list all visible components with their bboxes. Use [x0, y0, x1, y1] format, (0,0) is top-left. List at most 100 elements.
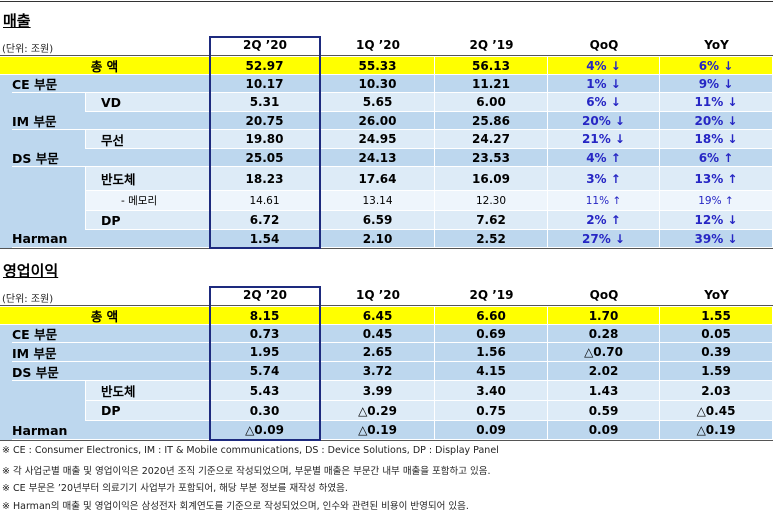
row-label: VD — [85, 93, 209, 112]
column-header: 2Q ’19 — [469, 38, 514, 52]
cell: 3% ↑ — [548, 167, 660, 191]
cell: △0.70 — [548, 343, 660, 362]
row-label: 총 액 — [0, 307, 209, 325]
cell: 24.27 — [435, 130, 548, 149]
highlight-box — [209, 36, 321, 249]
cell: 1.56 — [435, 343, 548, 362]
cell: 0.45 — [321, 325, 435, 343]
cell: △0.45 — [660, 401, 773, 421]
cell: 6.45 — [321, 307, 435, 325]
row-bg — [0, 191, 85, 211]
header-rule — [0, 305, 773, 306]
cell: 1.70 — [548, 307, 660, 325]
cell: 3.40 — [435, 381, 548, 401]
cell: 1.59 — [660, 362, 773, 381]
cell: 17.64 — [321, 167, 435, 191]
cell: 4% ↓ — [548, 57, 660, 75]
cell: 0.09 — [548, 421, 660, 440]
cell: 19% ↑ — [660, 191, 773, 211]
header-rule — [0, 55, 773, 56]
unit-label: (단위: 조원) — [2, 44, 54, 55]
cell: 39% ↓ — [660, 230, 773, 248]
cell: 2.10 — [321, 230, 435, 248]
cell: 1% ↓ — [548, 75, 660, 93]
row-bg — [0, 75, 85, 93]
row-bg — [0, 307, 85, 325]
cell: 6% ↑ — [660, 149, 773, 167]
cell: 6.00 — [435, 93, 548, 112]
cell: 2% ↑ — [548, 211, 660, 230]
row-bg — [0, 362, 85, 381]
row-bg — [0, 149, 85, 167]
cell: 13% ↑ — [660, 167, 773, 191]
cell: 18% ↓ — [660, 130, 773, 149]
cell: 55.33 — [321, 57, 435, 75]
cell: 5.65 — [321, 93, 435, 112]
section-title: 매출 — [3, 12, 31, 30]
row-label: CE 부문 — [12, 325, 209, 343]
row-bg — [0, 401, 85, 421]
row-bg — [0, 112, 85, 130]
row-label: DS 부문 — [12, 149, 209, 167]
cell: 2.52 — [435, 230, 548, 248]
column-header: 2Q ’20 — [243, 288, 287, 302]
row-label: 반도체 — [85, 381, 209, 401]
column-header: YoY — [704, 38, 729, 52]
row-bg — [0, 167, 85, 191]
row-label: Harman — [12, 421, 209, 440]
cell: 16.09 — [435, 167, 548, 191]
cell: 10.30 — [321, 75, 435, 93]
cell: 25.86 — [435, 112, 548, 130]
cell: 20% ↓ — [548, 112, 660, 130]
column-header: QoQ — [589, 38, 619, 52]
cell: 23.53 — [435, 149, 548, 167]
cell: 1.55 — [660, 307, 773, 325]
cell: 0.39 — [660, 343, 773, 362]
cell: 56.13 — [435, 57, 548, 75]
cell: 3.99 — [321, 381, 435, 401]
row-label: DP — [85, 401, 209, 421]
cell: 6% ↓ — [548, 93, 660, 112]
column-header: YoY — [704, 288, 729, 302]
cell: 6.59 — [321, 211, 435, 230]
cell: 0.09 — [435, 421, 548, 440]
cell: 11% ↓ — [660, 93, 773, 112]
row-bg — [0, 343, 85, 362]
cell: 4% ↑ — [548, 149, 660, 167]
cell: 0.28 — [548, 325, 660, 343]
unit-label: (단위: 조원) — [2, 294, 54, 305]
cell: 20% ↓ — [660, 112, 773, 130]
footnote: ※ CE 부문은 ’20년부터 의료기기 사업부가 포함되어, 해당 부분 정보… — [2, 483, 348, 494]
cell: 12.30 — [435, 191, 548, 211]
row-label: DP — [85, 211, 209, 230]
cell: 9% ↓ — [660, 75, 773, 93]
footnote: ※ 각 사업군별 매출 및 영업이익은 2020년 조직 기준으로 작성되었으며… — [2, 465, 491, 477]
cell: 0.59 — [548, 401, 660, 421]
cell: 11.21 — [435, 75, 548, 93]
cell: 11% ↑ — [548, 191, 660, 211]
cell: 1.43 — [548, 381, 660, 401]
cell: 21% ↓ — [548, 130, 660, 149]
row-bg — [0, 130, 85, 149]
row-label: 무선 — [85, 130, 209, 149]
cell: △0.19 — [321, 421, 435, 440]
cell: 26.00 — [321, 112, 435, 130]
row-bg — [0, 230, 85, 248]
column-header: 2Q ’20 — [243, 38, 287, 52]
cell: 0.69 — [435, 325, 548, 343]
table-bottom — [0, 248, 773, 249]
cell: 24.95 — [321, 130, 435, 149]
row-label: CE 부문 — [12, 75, 209, 93]
highlight-box — [209, 286, 321, 441]
row-label: Harman — [12, 230, 209, 248]
footnote: ※ Harman의 매출 및 영업이익은 삼성전자 회계연도를 기준으로 작성되… — [2, 500, 469, 512]
row-bg — [0, 93, 85, 112]
cell: 4.15 — [435, 362, 548, 381]
cell: △0.29 — [321, 401, 435, 421]
row-label: - 메모리 — [85, 191, 209, 211]
cell: 0.75 — [435, 401, 548, 421]
cell: 12% ↓ — [660, 211, 773, 230]
row-label: 반도체 — [85, 167, 209, 191]
cell: △0.19 — [660, 421, 773, 440]
